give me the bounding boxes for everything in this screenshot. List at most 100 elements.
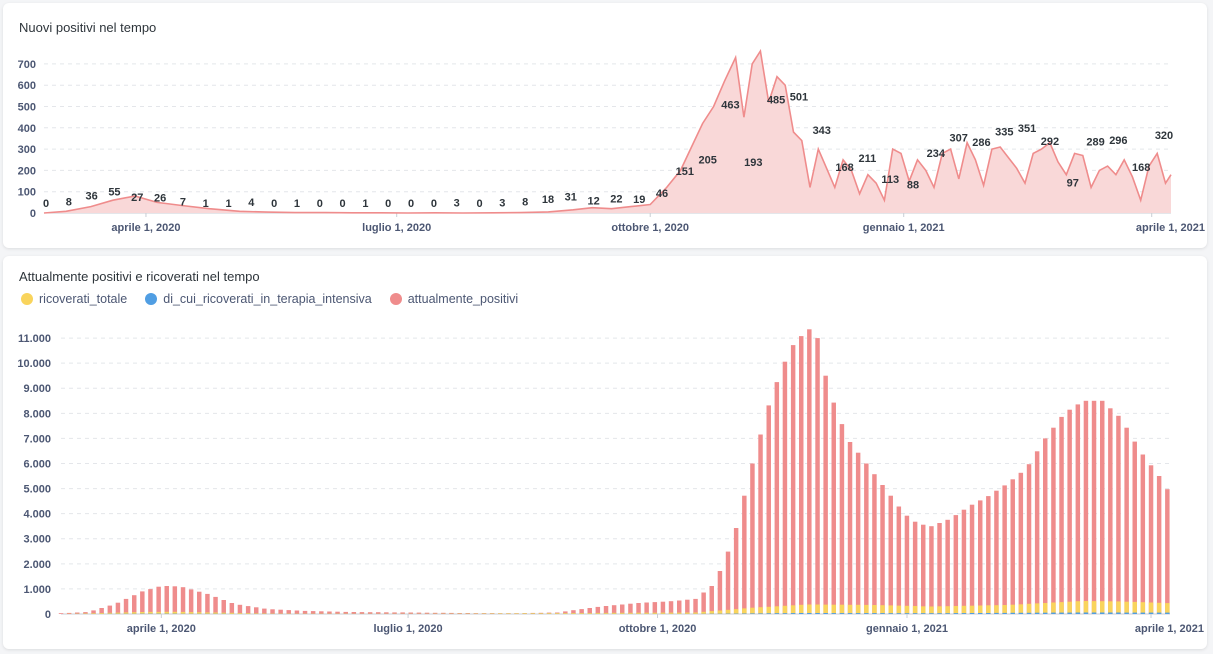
- data-label: 1: [225, 198, 231, 210]
- data-label: 296: [1109, 135, 1127, 147]
- bar-ricoverati-totale: [205, 612, 210, 614]
- bar-terapia-intensiva: [937, 613, 942, 614]
- data-label: 12: [587, 195, 599, 207]
- data-label: 3: [499, 197, 505, 209]
- legend-item-attualmente-positivi[interactable]: attualmente_positivi: [389, 292, 518, 306]
- bar-attualmente-positivi: [978, 500, 983, 614]
- bar-ricoverati-totale: [872, 605, 877, 614]
- bar-ricoverati-totale: [489, 613, 495, 614]
- bar-attualmente-positivi: [99, 608, 104, 614]
- bar-terapia-intensiva: [904, 613, 910, 614]
- bar-attualmente-positivi: [107, 605, 113, 614]
- bar-attualmente-positivi: [677, 600, 682, 614]
- data-label: 31: [565, 191, 577, 203]
- bar-terapia-intensiva: [750, 613, 755, 614]
- bar-attualmente-positivi: [571, 610, 576, 614]
- bar-terapia-intensiva: [888, 613, 893, 614]
- bar-attualmente-positivi: [343, 611, 348, 614]
- bar-ricoverati-totale: [1051, 602, 1056, 614]
- bar-terapia-intensiva: [1043, 612, 1048, 614]
- bar-attualmente-positivi: [83, 612, 88, 614]
- chart-title[interactable]: Attualmente positivi e ricoverati nel te…: [19, 269, 260, 284]
- bar-ricoverati-totale: [571, 613, 576, 614]
- bar-ricoverati-totale: [799, 604, 804, 614]
- bar-ricoverati-totale: [847, 604, 853, 614]
- bar-terapia-intensiva: [921, 613, 926, 614]
- y-tick-label: 700: [18, 59, 36, 71]
- data-label: 485: [767, 95, 785, 107]
- bar-attualmente-positivi: [750, 463, 755, 614]
- bar-attualmente-positivi: [961, 509, 967, 614]
- bar-attualmente-positivi: [156, 586, 161, 614]
- bar-terapia-intensiva: [953, 613, 959, 614]
- bar-attualmente-positivi: [733, 528, 739, 614]
- chart-title[interactable]: Nuovi positivi nel tempo: [19, 20, 157, 35]
- bar-ricoverati-totale: [229, 612, 235, 614]
- legend-label: di_cui_ricoverati_in_terapia_intensiva: [163, 292, 372, 306]
- bar-ricoverati-totale: [1156, 602, 1162, 614]
- bar-ricoverati-totale: [538, 613, 544, 614]
- bar-ricoverati-totale: [1140, 602, 1146, 614]
- bar-ricoverati-totale: [140, 612, 145, 614]
- bar-ricoverati-totale: [1108, 601, 1113, 614]
- bar-attualmente-positivi: [717, 571, 723, 614]
- bar-ricoverati-totale: [522, 613, 527, 614]
- bar-attualmente-positivi: [945, 519, 950, 614]
- data-label: 168: [835, 162, 853, 174]
- bar-ricoverati-totale: [555, 613, 560, 614]
- bar-ricoverati-totale: [1026, 603, 1032, 614]
- data-label: 0: [317, 198, 323, 210]
- bar-ricoverati-totale: [725, 609, 731, 614]
- bar-attualmente-positivi: [254, 607, 259, 614]
- bar-attualmente-positivi: [758, 434, 763, 614]
- y-tick-label: 300: [18, 144, 36, 156]
- data-label: 0: [43, 198, 49, 210]
- bar-ricoverati-totale: [1010, 604, 1015, 614]
- bar-terapia-intensiva: [839, 613, 845, 614]
- bar-attualmente-positivi: [807, 329, 812, 614]
- y-tick-label: 9.000: [23, 383, 51, 395]
- bar-attualmente-positivi: [367, 612, 373, 614]
- bar-ricoverati-totale: [498, 613, 503, 614]
- bar-attualmente-positivi: [351, 612, 357, 614]
- bar-ricoverati-totale: [1034, 603, 1040, 614]
- bar-attualmente-positivi: [432, 612, 438, 614]
- bar-ricoverati-totale: [685, 612, 690, 614]
- bar-attualmente-positivi: [1091, 400, 1097, 614]
- bar-terapia-intensiva: [969, 613, 975, 614]
- bar-ricoverati-totale: [709, 611, 714, 614]
- y-tick-label: 3.000: [23, 534, 51, 546]
- legend-item-terapia-intensiva[interactable]: di_cui_ricoverati_in_terapia_intensiva: [145, 292, 372, 306]
- bar-ricoverati-totale: [465, 613, 470, 614]
- bar-ricoverati-totale: [213, 612, 218, 614]
- bar-terapia-intensiva: [758, 613, 763, 614]
- bar-attualmente-positivi: [1051, 427, 1056, 614]
- bar-terapia-intensiva: [1100, 612, 1105, 614]
- bar-attualmente-positivi: [660, 601, 666, 614]
- bar-attualmente-positivi: [1116, 415, 1121, 614]
- bar-ricoverati-totale: [1148, 602, 1154, 614]
- data-label: 289: [1086, 136, 1104, 148]
- bar-terapia-intensiva: [774, 613, 780, 614]
- bar-attualmente-positivi: [693, 598, 698, 614]
- bar-ricoverati-totale: [1075, 601, 1081, 614]
- bar-attualmente-positivi: [213, 596, 218, 614]
- bar-attualmente-positivi: [774, 382, 780, 614]
- bar-terapia-intensiva: [1108, 612, 1113, 614]
- legend-item-ricoverati-totale[interactable]: ricoverati_totale: [21, 292, 127, 306]
- bar-terapia-intensiva: [1091, 612, 1097, 614]
- bar-ricoverati-totale: [620, 612, 625, 614]
- bar-ricoverati-totale: [115, 612, 121, 614]
- y-tick-label: 500: [18, 102, 36, 114]
- bar-attualmente-positivi: [766, 405, 771, 614]
- bar-attualmente-positivi: [205, 593, 210, 614]
- data-label: 343: [813, 125, 831, 137]
- y-tick-label: 400: [18, 123, 36, 135]
- x-tick-label: luglio 1, 2020: [362, 222, 431, 234]
- bar-terapia-intensiva: [807, 613, 812, 614]
- bar-ricoverati-totale: [1018, 604, 1024, 614]
- bar-attualmente-positivi: [603, 606, 609, 614]
- bar-ricoverati-totale: [628, 612, 633, 614]
- bar-ricoverati-totale: [278, 613, 283, 614]
- series-line-nuovi-positivi: [43, 48, 1172, 214]
